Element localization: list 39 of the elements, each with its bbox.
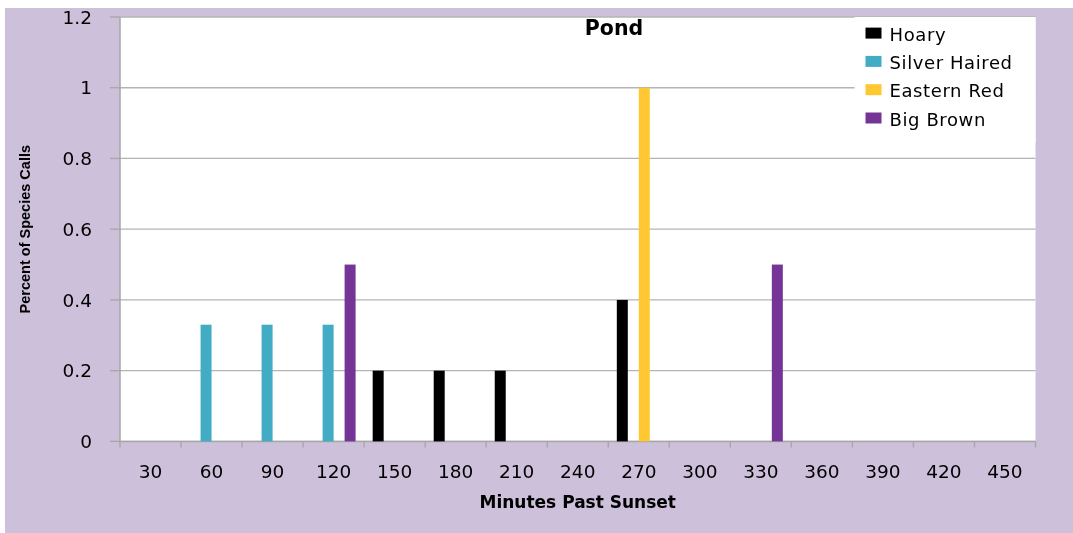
- y-tick-label: 0.2: [62, 360, 92, 382]
- legend-label: Hoary: [889, 23, 947, 45]
- bar: [344, 264, 356, 442]
- y-axis-title: Percent of Species Calls: [17, 144, 33, 314]
- x-tick-label: 90: [260, 461, 285, 482]
- x-tick-label: 450: [987, 461, 1023, 482]
- x-tick-label: 390: [865, 461, 901, 482]
- bar: [372, 370, 384, 442]
- legend-label: Eastern Red: [889, 80, 1005, 102]
- x-tick-label: 300: [682, 461, 718, 482]
- y-tick-label: 0.6: [62, 218, 92, 240]
- legend-label: Big Brown: [889, 108, 986, 130]
- y-tick-label: 1.2: [62, 6, 92, 28]
- bar: [616, 299, 628, 442]
- bar: [638, 87, 650, 442]
- bar: [322, 324, 334, 442]
- bar: [200, 324, 212, 442]
- x-tick-label: 120: [315, 461, 352, 482]
- bar: [261, 324, 273, 442]
- x-tick-label: 330: [743, 461, 779, 482]
- x-tick-label: 420: [926, 461, 962, 482]
- x-tick-label: 240: [560, 461, 596, 482]
- y-tick-label: 0.8: [62, 148, 92, 170]
- legend-label: Silver Haired: [889, 52, 1013, 73]
- x-tick-label: 270: [621, 461, 657, 482]
- chart-title: Pond: [584, 15, 644, 40]
- y-tick-label: 0.4: [62, 289, 92, 311]
- bar: [771, 264, 783, 442]
- x-tick-label: 360: [804, 461, 840, 482]
- x-tick-label: 60: [199, 461, 224, 482]
- x-tick-label: 180: [438, 461, 474, 482]
- x-axis-title: Minutes Past Sunset: [479, 492, 677, 512]
- y-tick-label: 1: [80, 77, 92, 99]
- x-tick-label: 30: [138, 461, 163, 482]
- bar: [433, 370, 445, 442]
- x-tick-label: 150: [376, 461, 413, 482]
- bar: [494, 370, 506, 442]
- y-tick-label: 0: [80, 431, 92, 453]
- x-tick-label: 210: [499, 461, 535, 482]
